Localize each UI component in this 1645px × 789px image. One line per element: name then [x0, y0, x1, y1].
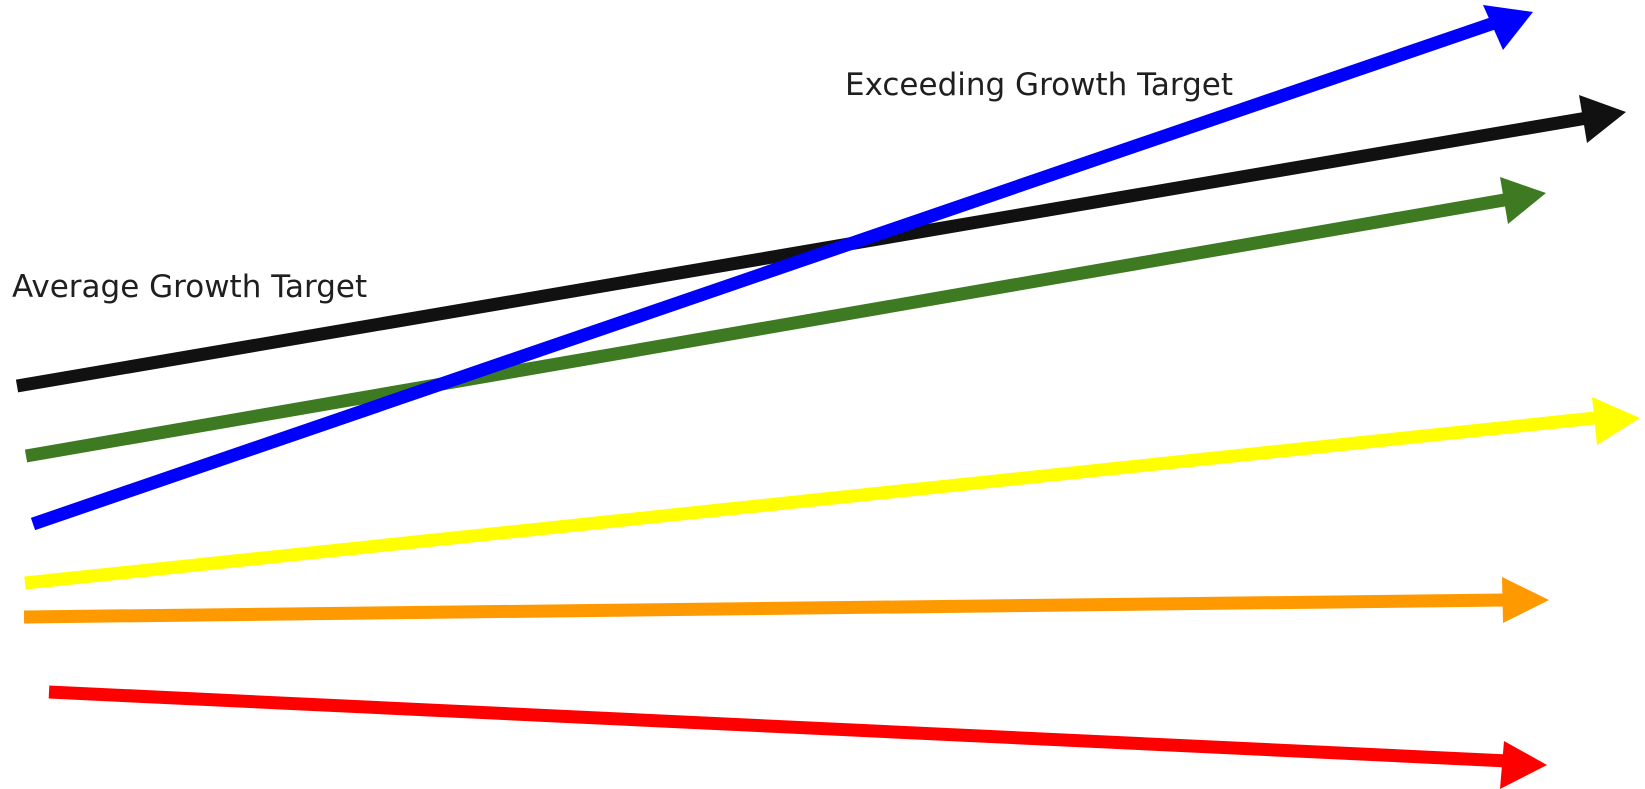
red-arrow-shaft	[48, 685, 1509, 768]
orange-arrow	[23, 577, 1549, 624]
green-arrow-shaft	[24, 192, 1512, 463]
blue-arrow	[30, 5, 1533, 531]
blue-arrow-head	[1483, 5, 1533, 50]
yellow-arrow-head	[1592, 397, 1640, 445]
exceeding-growth-target-label: Exceeding Growth Target	[845, 67, 1234, 103]
yellow-arrow	[24, 397, 1640, 590]
orange-arrow-shaft	[23, 593, 1506, 624]
yellow-arrow-shaft	[24, 411, 1596, 590]
green-arrow-head	[1500, 177, 1546, 224]
black-arrow-head	[1579, 95, 1626, 143]
black-arrow	[15, 95, 1626, 393]
red-arrow	[48, 685, 1547, 789]
orange-arrow-head	[1502, 577, 1549, 623]
red-arrow-head	[1500, 741, 1547, 789]
black-arrow-shaft	[15, 111, 1589, 393]
green-arrow	[24, 177, 1546, 463]
blue-arrow-shaft	[30, 15, 1500, 531]
average-growth-target-label: Average Growth Target	[12, 269, 368, 305]
